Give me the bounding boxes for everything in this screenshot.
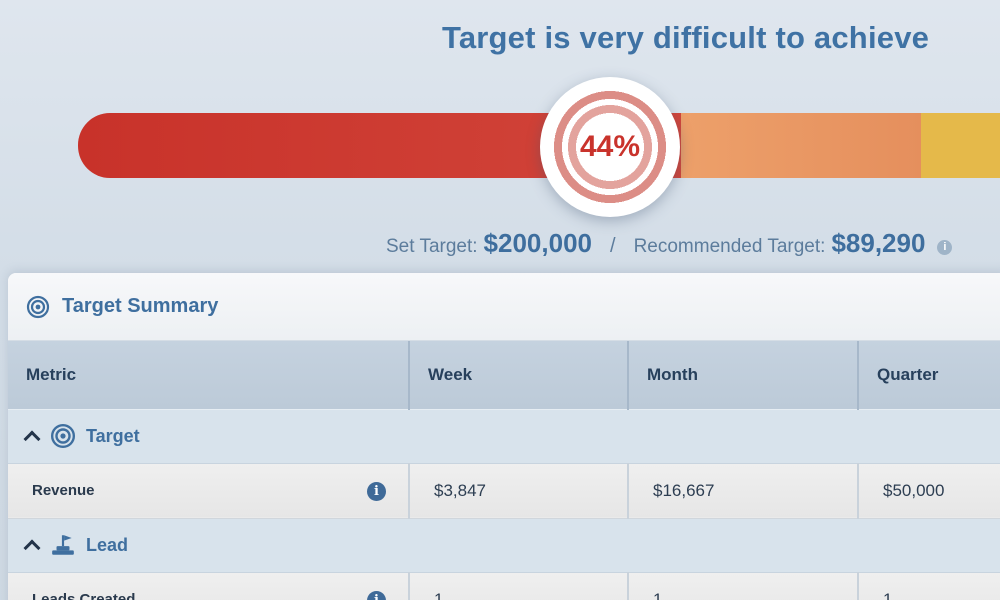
cell-month: $16,667 — [628, 463, 859, 519]
target-values: Set Target: $200,000 / Recommended Targe… — [386, 228, 953, 259]
target-progress-bar: 44% — [78, 77, 1000, 217]
cell-quarter: 1 — [858, 572, 1000, 600]
group-label: Lead — [86, 534, 129, 555]
progress-indicator: 44% — [540, 77, 680, 217]
table-row: Revenue i $3,847 $16,667 $50,000 — [8, 463, 1000, 519]
target-separator: / — [610, 235, 616, 257]
progress-segment-yellow — [921, 113, 1000, 178]
difficulty-headline: Target is very difficult to achieve — [442, 20, 930, 55]
metric-name: Revenue — [32, 482, 95, 499]
summary-table: Metric Week Month Quarter Target — [8, 341, 1000, 600]
cell-week: 1 — [409, 572, 629, 600]
target-icon — [26, 295, 50, 318]
recommended-target-value: $89,290 — [831, 228, 926, 258]
panel-header: Target Summary — [8, 273, 1000, 341]
target-icon — [50, 423, 76, 449]
chevron-up-icon[interactable] — [23, 430, 41, 448]
table-row: Leads Created i 1 1 1 — [8, 572, 1000, 600]
target-rings-icon — [552, 89, 668, 205]
table-header-row: Metric Week Month Quarter — [8, 341, 1000, 409]
panel-title: Target Summary — [62, 295, 219, 317]
progress-track — [78, 113, 1000, 178]
info-icon[interactable]: i — [367, 481, 386, 501]
group-row-lead[interactable]: Lead — [8, 517, 1000, 573]
cell-month: 1 — [628, 572, 859, 600]
info-icon[interactable]: i — [937, 239, 953, 255]
column-header-quarter[interactable]: Quarter — [858, 341, 1000, 409]
chevron-up-icon[interactable] — [23, 539, 41, 557]
set-target-label: Set Target: — [386, 236, 478, 257]
cell-quarter: $50,000 — [858, 463, 1000, 519]
metric-name: Leads Created — [32, 591, 136, 600]
column-header-week[interactable]: Week — [409, 341, 629, 409]
group-label: Target — [86, 425, 140, 446]
progress-percent: 44% — [579, 130, 641, 163]
target-summary-panel: Target Summary Metric Week Month Quarter — [8, 273, 1000, 600]
column-header-month[interactable]: Month — [628, 341, 859, 409]
cell-week: $3,847 — [409, 463, 629, 519]
lead-icon — [52, 535, 74, 555]
column-header-metric[interactable]: Metric — [8, 341, 410, 409]
info-icon[interactable]: i — [367, 590, 386, 600]
group-row-target[interactable]: Target — [8, 408, 1000, 464]
set-target-value: $200,000 — [483, 228, 592, 258]
recommended-target-label: Recommended Target: — [633, 236, 826, 257]
progress-segment-orange — [681, 113, 921, 178]
